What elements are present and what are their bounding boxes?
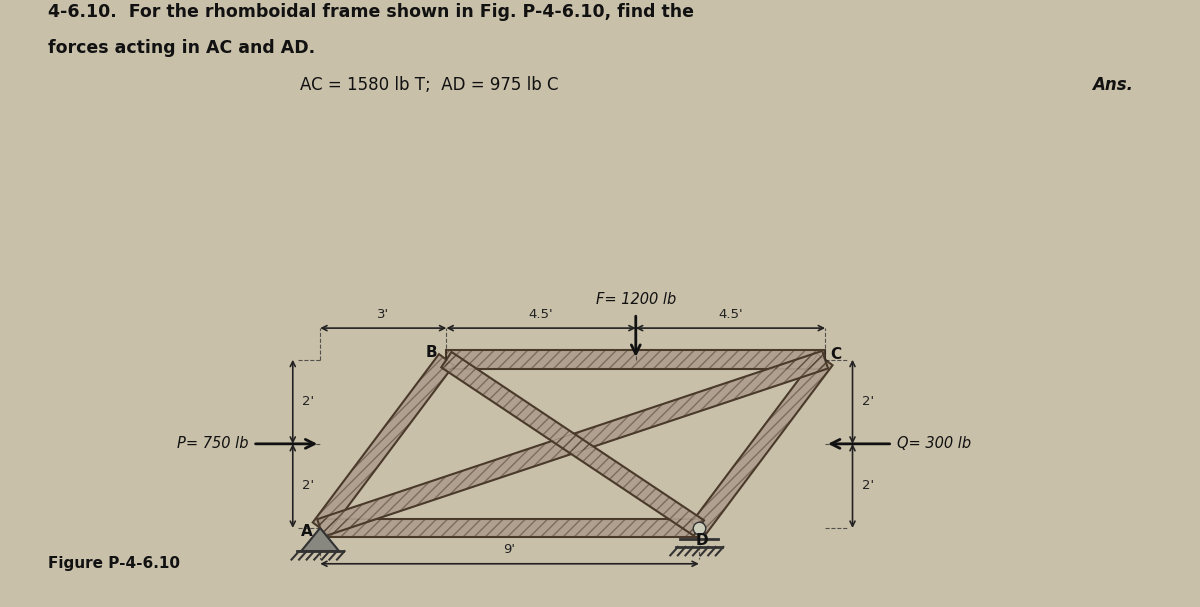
- Text: Q= 300 lb: Q= 300 lb: [896, 436, 971, 452]
- Text: 4.5': 4.5': [718, 308, 743, 320]
- Text: F= 1200 lb: F= 1200 lb: [595, 292, 676, 307]
- Text: 4.5': 4.5': [529, 308, 553, 320]
- Polygon shape: [317, 351, 828, 537]
- Polygon shape: [691, 354, 833, 534]
- Text: 3': 3': [377, 308, 389, 320]
- Text: Ans.: Ans.: [1092, 76, 1133, 94]
- Text: A: A: [301, 524, 312, 539]
- Text: AC = 1580 lb T;  AD = 975 lb C: AC = 1580 lb T; AD = 975 lb C: [300, 76, 558, 94]
- Polygon shape: [320, 519, 698, 537]
- Text: 2': 2': [302, 395, 314, 409]
- Polygon shape: [301, 528, 340, 551]
- Text: 2': 2': [302, 480, 314, 492]
- Text: C: C: [830, 347, 841, 362]
- Text: Figure P-4-6.10: Figure P-4-6.10: [48, 555, 180, 571]
- Text: forces acting in AC and AD.: forces acting in AC and AD.: [48, 39, 316, 58]
- Polygon shape: [313, 354, 454, 534]
- Text: 4-6.10.  For the rhomboidal frame shown in Fig. P-4-6.10, find the: 4-6.10. For the rhomboidal frame shown i…: [48, 3, 694, 21]
- Text: D: D: [696, 533, 708, 548]
- Text: 2': 2': [862, 395, 874, 409]
- Text: P= 750 lb: P= 750 lb: [178, 436, 248, 452]
- Text: 2': 2': [862, 480, 874, 492]
- Polygon shape: [446, 350, 826, 369]
- Text: B: B: [426, 345, 438, 359]
- Text: 9': 9': [504, 543, 516, 556]
- Polygon shape: [442, 352, 704, 536]
